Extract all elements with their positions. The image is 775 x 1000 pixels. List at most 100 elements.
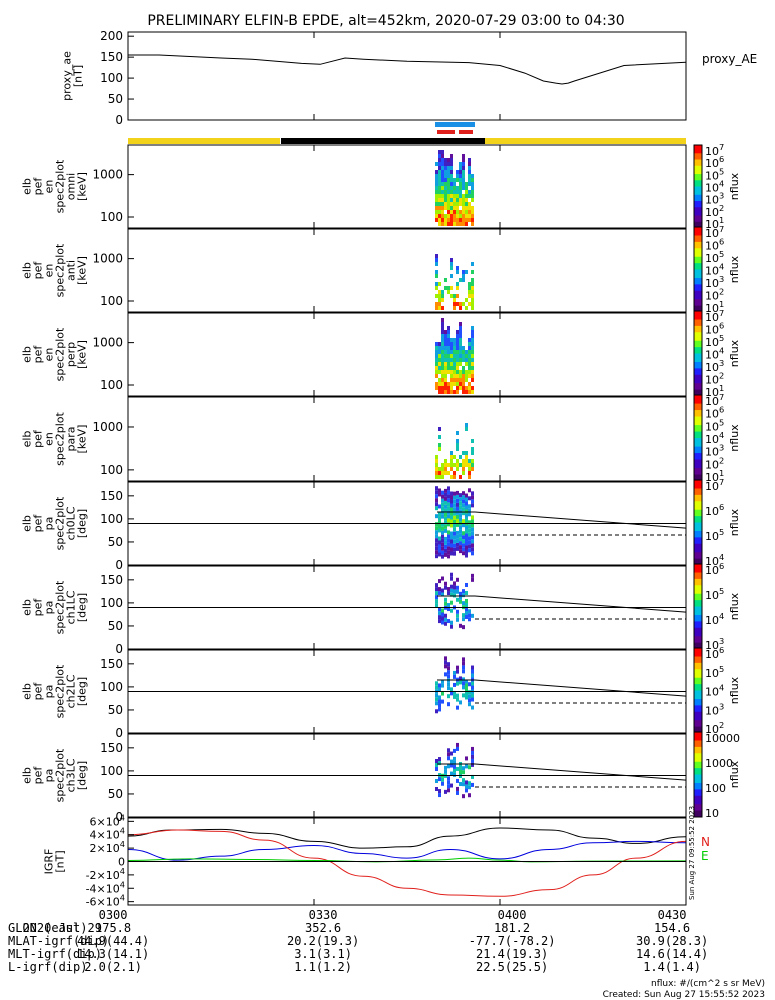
spectrogram-cell [441, 550, 444, 555]
colorbar-swatch [694, 258, 702, 262]
spectrogram-cell [447, 182, 450, 186]
colorbar-tick-label: 107 [705, 308, 724, 324]
spectrogram-cell [471, 210, 474, 214]
spectrogram-cell [459, 326, 462, 330]
colorbar-swatch [694, 490, 702, 494]
colorbar-swatch [694, 602, 702, 605]
spectrogram-cell [456, 186, 459, 190]
spectrogram-cell [456, 459, 459, 463]
colorbar-swatch [694, 391, 702, 395]
colorbar-swatch [694, 414, 702, 417]
spectrogram-cell [459, 517, 462, 522]
spectrogram-cell [456, 378, 459, 382]
colorbar-swatch [694, 701, 702, 704]
spectrogram-cell [444, 342, 447, 346]
colorbar-swatch [694, 640, 702, 644]
colorbar-swatch [694, 420, 702, 424]
spectrogram-cell [468, 182, 471, 186]
spectrogram-cell [438, 194, 441, 198]
spectrogram-cell [435, 214, 438, 218]
spectrogram-cell [447, 780, 450, 785]
spectrogram-cell [456, 669, 459, 674]
footer-row-2: MLAT-igrf(dip) [8, 935, 109, 948]
colorbar-swatch [694, 403, 702, 407]
spectrogram-cell [447, 178, 450, 182]
spectrogram-cell [441, 330, 444, 334]
ylabel-line: spec2plot [54, 327, 67, 381]
colorbar-swatch [694, 163, 702, 167]
colorbar-swatch [694, 776, 702, 780]
colorbar-swatch [694, 749, 702, 752]
spectrogram-cell [465, 529, 468, 534]
spectrogram-cell [447, 756, 450, 761]
spectrogram-cell [435, 182, 438, 186]
footer-label: MLAT-igrf(dip) [8, 934, 110, 948]
spectrogram-cell [453, 338, 456, 342]
spectrogram-cell [465, 533, 468, 538]
panel-frame [127, 817, 687, 906]
spectrogram-cell [471, 330, 474, 334]
colorbar-swatch [694, 198, 702, 202]
footer-value: 3.1(3.1) [294, 947, 352, 961]
spectrogram-cell [462, 382, 465, 386]
panel-frame [127, 144, 687, 229]
spectrogram-cell [447, 362, 450, 366]
colorbar-swatch [694, 591, 702, 595]
colorbar-swatch [694, 459, 702, 463]
ylabel-line: pef [32, 766, 45, 785]
spectrogram-cell [462, 471, 465, 475]
spectrogram-cell [456, 194, 459, 198]
spectrogram-cell [441, 294, 444, 298]
spectrogram-cell [447, 619, 450, 624]
spectrogram-cell [441, 170, 444, 174]
colorbar-swatch [694, 703, 702, 706]
colorbar-swatch [694, 535, 702, 538]
spectrogram-cell [438, 587, 441, 592]
ytick-label: 150 [100, 657, 123, 671]
ylabel-line: [deg] [76, 509, 89, 538]
colorbar-swatch [694, 656, 702, 660]
ylabel-line: pef [32, 177, 45, 196]
ytick-label: 50 [108, 619, 123, 633]
spectrogram-cell [456, 681, 459, 686]
spectrogram-cell [447, 334, 450, 338]
spectrogram-cell [453, 218, 456, 222]
spectrogram-cell [450, 511, 453, 516]
spectrogram-cell [462, 182, 465, 186]
spectrogram-cell [456, 665, 459, 670]
colorbar-tick-label: 103 [705, 701, 724, 717]
spectrogram-cell [441, 588, 444, 593]
spectrogram-cell [468, 475, 471, 479]
colorbar-swatch [694, 465, 702, 469]
colorbar-swatch [694, 315, 702, 318]
ylabel-line: spec2plot [54, 664, 67, 718]
spectrogram-cell [438, 186, 441, 190]
spectrogram-cell [438, 757, 441, 762]
spectrogram-cell [468, 682, 471, 687]
panel-igrf: -6×104-4×104-2×10402×1044×1046×104NESun … [43, 806, 710, 909]
ylabel-line: pef [32, 345, 45, 364]
spectrogram-cell [465, 590, 468, 595]
spectrogram-cell [435, 685, 438, 690]
spectrogram-cell [435, 471, 438, 475]
spectrogram-cell [444, 488, 447, 493]
colorbar-swatch [694, 662, 702, 666]
colorbar-swatch [694, 340, 702, 344]
spectrogram-cell [447, 776, 450, 781]
spectrogram-cell [462, 170, 465, 174]
spectrogram-cell [456, 210, 459, 214]
spectrogram-cell [447, 666, 450, 671]
colorbar-tick-label: 102 [705, 455, 724, 471]
spectrogram-cell [471, 290, 474, 294]
spectrogram-cell [456, 202, 459, 206]
colorbar-swatch [694, 345, 702, 348]
colorbar-tick-label: 102 [705, 287, 724, 303]
spectrogram-cell [438, 294, 441, 298]
spectrogram-cell [459, 765, 462, 770]
colorbar-swatch [694, 751, 702, 754]
colorbar-swatch [694, 785, 702, 788]
spectrogram-cell [471, 754, 474, 759]
spectrogram-cell [471, 577, 474, 582]
colorbar-swatch [694, 284, 702, 287]
spectrogram-cell [462, 665, 465, 670]
